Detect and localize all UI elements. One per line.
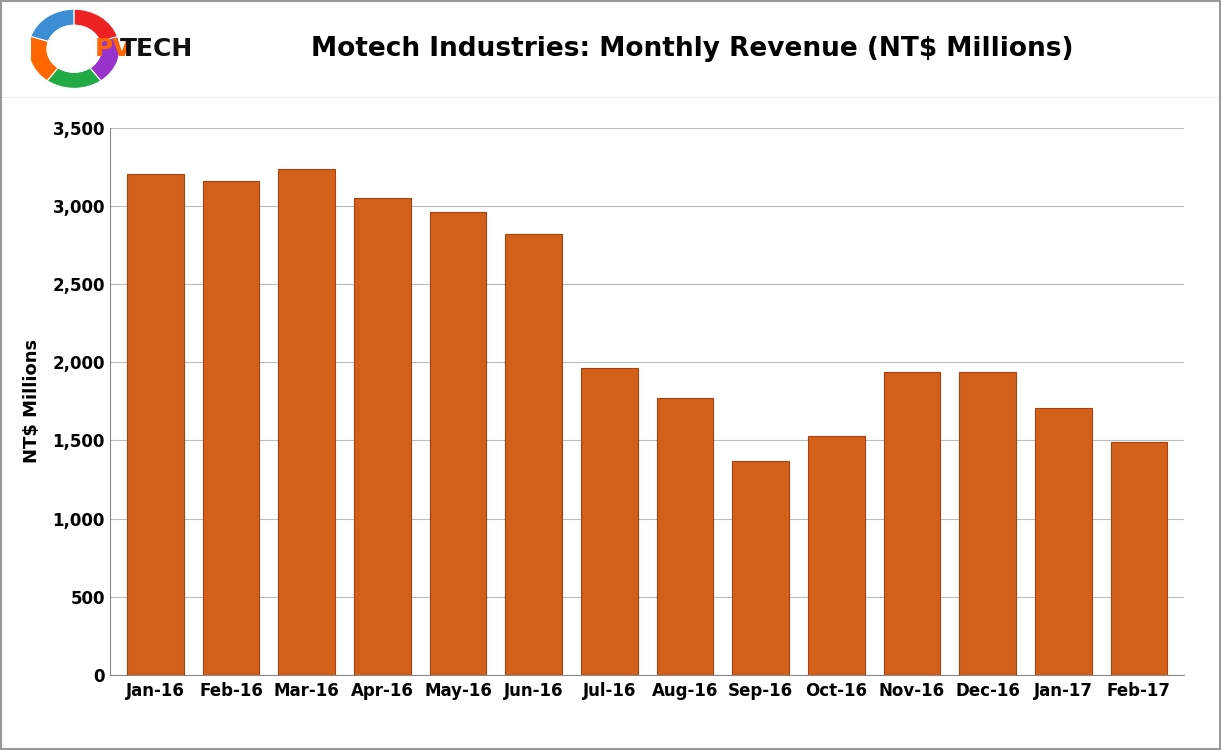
Bar xyxy=(960,372,1016,675)
Wedge shape xyxy=(48,68,101,88)
Bar xyxy=(203,182,259,675)
Bar xyxy=(733,461,789,675)
Circle shape xyxy=(48,26,101,72)
Wedge shape xyxy=(31,9,74,41)
Bar xyxy=(657,398,713,675)
Text: PV: PV xyxy=(95,37,133,61)
Text: TECH: TECH xyxy=(120,37,193,61)
Bar xyxy=(884,371,940,675)
Bar xyxy=(354,198,410,675)
Bar xyxy=(278,169,335,675)
Bar xyxy=(808,436,864,675)
Bar xyxy=(1035,407,1092,675)
Y-axis label: NT$ Millions: NT$ Millions xyxy=(23,339,42,464)
Text: Motech Industries: Monthly Revenue (NT$ Millions): Motech Industries: Monthly Revenue (NT$ … xyxy=(311,36,1073,62)
Bar xyxy=(430,212,486,675)
Wedge shape xyxy=(90,37,120,81)
Bar xyxy=(1111,442,1167,675)
Bar xyxy=(127,174,183,675)
Wedge shape xyxy=(28,37,59,81)
Bar xyxy=(581,368,637,675)
Bar xyxy=(505,234,562,675)
Wedge shape xyxy=(74,9,117,41)
